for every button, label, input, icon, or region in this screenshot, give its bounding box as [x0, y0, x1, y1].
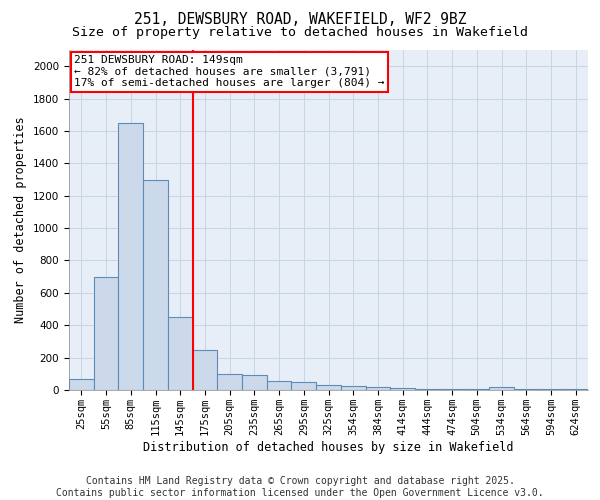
Bar: [341, 386, 365, 390]
Bar: [464, 389, 489, 390]
Text: Contains HM Land Registry data © Crown copyright and database right 2025.
Contai: Contains HM Land Registry data © Crown c…: [56, 476, 544, 498]
Bar: [539, 389, 563, 390]
Bar: [440, 389, 464, 390]
X-axis label: Distribution of detached houses by size in Wakefield: Distribution of detached houses by size …: [143, 440, 514, 454]
Bar: [242, 376, 267, 390]
Text: 251, DEWSBURY ROAD, WAKEFIELD, WF2 9BZ: 251, DEWSBURY ROAD, WAKEFIELD, WF2 9BZ: [134, 12, 466, 28]
Bar: [514, 389, 539, 390]
Bar: [563, 389, 588, 390]
Bar: [489, 387, 514, 390]
Bar: [390, 388, 415, 390]
Bar: [94, 276, 118, 390]
Bar: [168, 317, 193, 390]
Bar: [118, 123, 143, 390]
Bar: [365, 387, 390, 390]
Bar: [292, 382, 316, 390]
Bar: [143, 180, 168, 390]
Bar: [193, 350, 217, 390]
Bar: [415, 389, 440, 390]
Text: 251 DEWSBURY ROAD: 149sqm
← 82% of detached houses are smaller (3,791)
17% of se: 251 DEWSBURY ROAD: 149sqm ← 82% of detac…: [74, 55, 385, 88]
Bar: [69, 378, 94, 390]
Y-axis label: Number of detached properties: Number of detached properties: [14, 116, 28, 324]
Text: Size of property relative to detached houses in Wakefield: Size of property relative to detached ho…: [72, 26, 528, 39]
Bar: [267, 381, 292, 390]
Bar: [316, 385, 341, 390]
Bar: [217, 374, 242, 390]
